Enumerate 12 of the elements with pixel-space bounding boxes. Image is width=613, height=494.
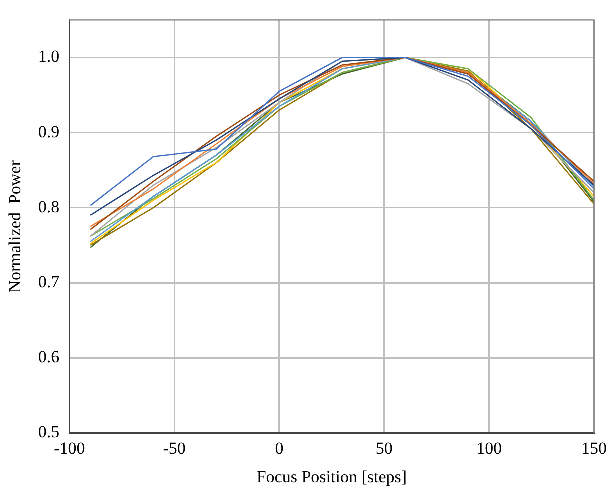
- y-tick-label: 0.9: [38, 122, 60, 142]
- x-tick-label: 150: [582, 438, 607, 458]
- x-tick-label: 50: [376, 438, 393, 458]
- y-tick-label: 1.0: [38, 47, 60, 66]
- y-tick-label: 0.7: [38, 272, 60, 292]
- x-tick-label: 0: [275, 438, 284, 458]
- y-tick-label: 0.6: [38, 348, 60, 367]
- y-axis-title: Normalized Power: [6, 160, 25, 293]
- x-axis-title: Focus Position [steps]: [256, 467, 408, 486]
- x-tick-label: -50: [163, 438, 186, 458]
- x-tick-label: 100: [476, 438, 502, 458]
- y-tick-label: 0.8: [38, 197, 60, 216]
